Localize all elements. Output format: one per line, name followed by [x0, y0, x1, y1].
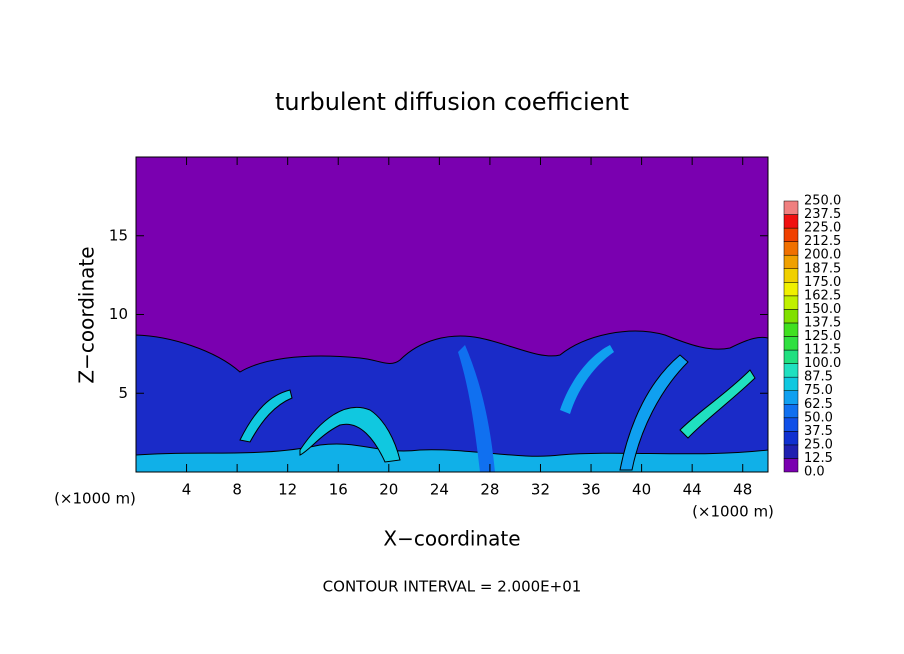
- colorbar-bin: [783, 295, 799, 310]
- colorbar-bin: [783, 322, 799, 337]
- chart-title: turbulent diffusion coefficient: [275, 88, 629, 116]
- y-axis-label: Z−coordinate: [75, 246, 99, 383]
- x-tick-label: 32: [531, 481, 550, 499]
- field: [136, 157, 768, 472]
- colorbar-label: 75.0: [804, 383, 833, 398]
- field-streak: [239, 389, 293, 443]
- y-tick-label: 15: [109, 226, 128, 244]
- x-tick-label: 12: [278, 481, 297, 499]
- x-tick-label: 40: [632, 481, 651, 499]
- colorbar-label: 50.0: [804, 410, 833, 425]
- x-tick-label: 16: [329, 481, 348, 499]
- x-tick-label: 8: [232, 481, 242, 499]
- x-tick-label: 48: [733, 481, 752, 499]
- colorbar-bin: [783, 268, 799, 283]
- colorbar-label: 0.0: [804, 465, 825, 480]
- colorbar-bin: [783, 200, 799, 215]
- colorbar-bin: [783, 363, 799, 378]
- colorbar-bin: [783, 214, 799, 229]
- colorbar-label: 187.5: [804, 261, 841, 276]
- field-streak: [299, 406, 401, 463]
- colorbar-bin: [783, 417, 799, 432]
- colorbar-label: 250.0: [804, 194, 841, 209]
- colorbar-label: 25.0: [804, 437, 833, 452]
- field-streak: [679, 369, 756, 439]
- field-streak: [458, 345, 495, 472]
- field-region: [136, 330, 768, 472]
- colorbar-label: 137.5: [804, 315, 841, 330]
- colorbar-label: 175.0: [804, 275, 841, 290]
- colorbar-bin: [783, 404, 799, 419]
- colorbar-bin: [783, 309, 799, 324]
- colorbar-label: 125.0: [804, 329, 841, 344]
- x-tick-label: 20: [379, 481, 398, 499]
- colorbar-bin: [783, 458, 799, 473]
- colorbar-label: 162.5: [804, 288, 841, 303]
- x-tick-label: 36: [581, 481, 600, 499]
- footer-note: CONTOUR INTERVAL = 2.000E+01: [323, 578, 582, 596]
- colorbar-label: 150.0: [804, 302, 841, 317]
- x-tick-label: 4: [182, 481, 192, 499]
- colorbar-bin: [783, 336, 799, 351]
- colorbar-label: 62.5: [804, 397, 833, 412]
- colorbar-bin: [783, 282, 799, 297]
- x-unit-right: (×1000 m): [692, 503, 774, 521]
- colorbar-label: 225.0: [804, 221, 841, 236]
- colorbar-bin: [783, 390, 799, 405]
- colorbar-label: 37.5: [804, 424, 833, 439]
- field-streak: [560, 345, 614, 414]
- y-tick-label: 5: [118, 384, 128, 402]
- colorbar-label: 87.5: [804, 370, 833, 385]
- y-tick-label: 10: [109, 305, 128, 323]
- colorbar-bin: [783, 349, 799, 364]
- x-tick-label: 24: [430, 481, 449, 499]
- colorbar-bin: [783, 431, 799, 446]
- x-tick-label: 44: [683, 481, 702, 499]
- colorbar-bin: [783, 241, 799, 256]
- colorbar-bin: [783, 254, 799, 269]
- field-streak: [619, 354, 689, 471]
- field-region: [136, 443, 768, 472]
- colorbar-label: 112.5: [804, 343, 841, 358]
- colorbar-label: 200.0: [804, 248, 841, 263]
- colorbar-bin: [783, 376, 799, 391]
- colorbar-bin: [783, 227, 799, 242]
- x-tick-label: 28: [480, 481, 499, 499]
- colorbar-label: 212.5: [804, 234, 841, 249]
- colorbar-label: 12.5: [804, 451, 833, 466]
- colorbar-label: 237.5: [804, 207, 841, 222]
- x-unit-left: (×1000 m): [54, 490, 136, 508]
- x-axis-label: X−coordinate: [383, 527, 520, 551]
- colorbar-label: 100.0: [804, 356, 841, 371]
- colorbar-bin: [783, 444, 799, 459]
